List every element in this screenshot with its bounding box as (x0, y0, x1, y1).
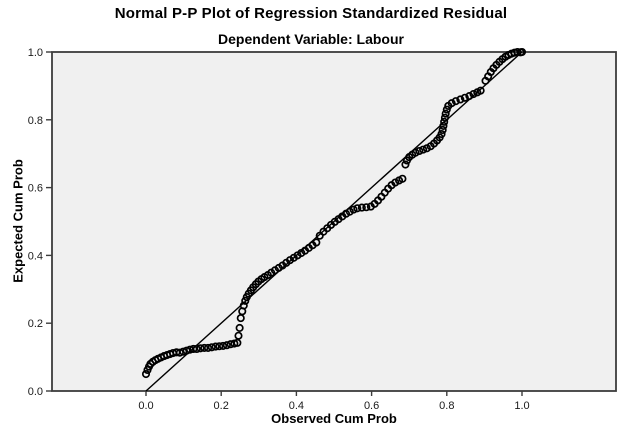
data-point (438, 125, 447, 135)
data-point (439, 121, 448, 130)
reference-line (145, 51, 523, 392)
data-point (440, 113, 449, 122)
data-point (447, 99, 456, 108)
data-point (235, 323, 244, 332)
data-point (362, 203, 371, 212)
y-tick-label: 1.0 (28, 47, 43, 59)
data-point (442, 105, 451, 114)
data-point (401, 160, 410, 169)
data-point (451, 97, 460, 106)
chart-subtitle: Dependent Variable: Labour (218, 31, 404, 47)
data-point (513, 47, 522, 57)
x-tick-label: 0.2 (214, 400, 229, 412)
data-point (215, 342, 224, 351)
data-point (357, 203, 366, 212)
chart-title: Normal P-P Plot of Regression Standardiz… (114, 5, 508, 22)
data-point (349, 205, 358, 214)
x-tick-label: 0.6 (364, 400, 379, 412)
data-point (141, 369, 151, 379)
data-point (239, 301, 248, 310)
y-tick-label: 0.2 (28, 318, 43, 330)
data-point (234, 331, 243, 340)
data-point (476, 86, 485, 95)
data-point (398, 174, 407, 183)
data-point (437, 129, 446, 139)
data-point (456, 95, 465, 104)
y-axis-title: Expected Cum Prob (10, 159, 26, 283)
data-point (233, 338, 242, 347)
data-point (219, 341, 228, 350)
data-point (419, 145, 428, 154)
data-point (312, 238, 321, 247)
data-point (196, 344, 205, 353)
data-point (440, 117, 449, 126)
data-point (353, 204, 362, 213)
data-point (207, 343, 216, 352)
data-point (460, 93, 469, 102)
x-tick-label: 1.0 (514, 400, 529, 412)
data-point (469, 89, 478, 99)
y-tick-label: 0.0 (28, 386, 43, 398)
data-point (517, 47, 527, 57)
data-point (203, 343, 213, 352)
data-point (192, 344, 201, 354)
data-point (200, 343, 209, 352)
x-tick-label: 0.0 (138, 400, 153, 412)
data-point (211, 342, 220, 351)
data-point (465, 92, 474, 101)
x-axis-title: Observed Cum Prob (271, 411, 397, 426)
x-tick-label: 0.8 (439, 400, 454, 412)
y-tick-label: 0.6 (28, 183, 43, 195)
data-point (222, 341, 231, 350)
y-tick-label: 0.8 (28, 115, 43, 127)
y-tick-label: 0.4 (28, 250, 43, 262)
plot-area: 0.0 0.2 0.4 0.6 0.8 1.0 0.0 0.2 0.4 0.6 0.8 1.0 (28, 47, 617, 412)
data-point (415, 146, 424, 156)
data-point (441, 109, 450, 118)
x-tick-label: 0.4 (289, 400, 304, 412)
data-point (241, 296, 250, 305)
